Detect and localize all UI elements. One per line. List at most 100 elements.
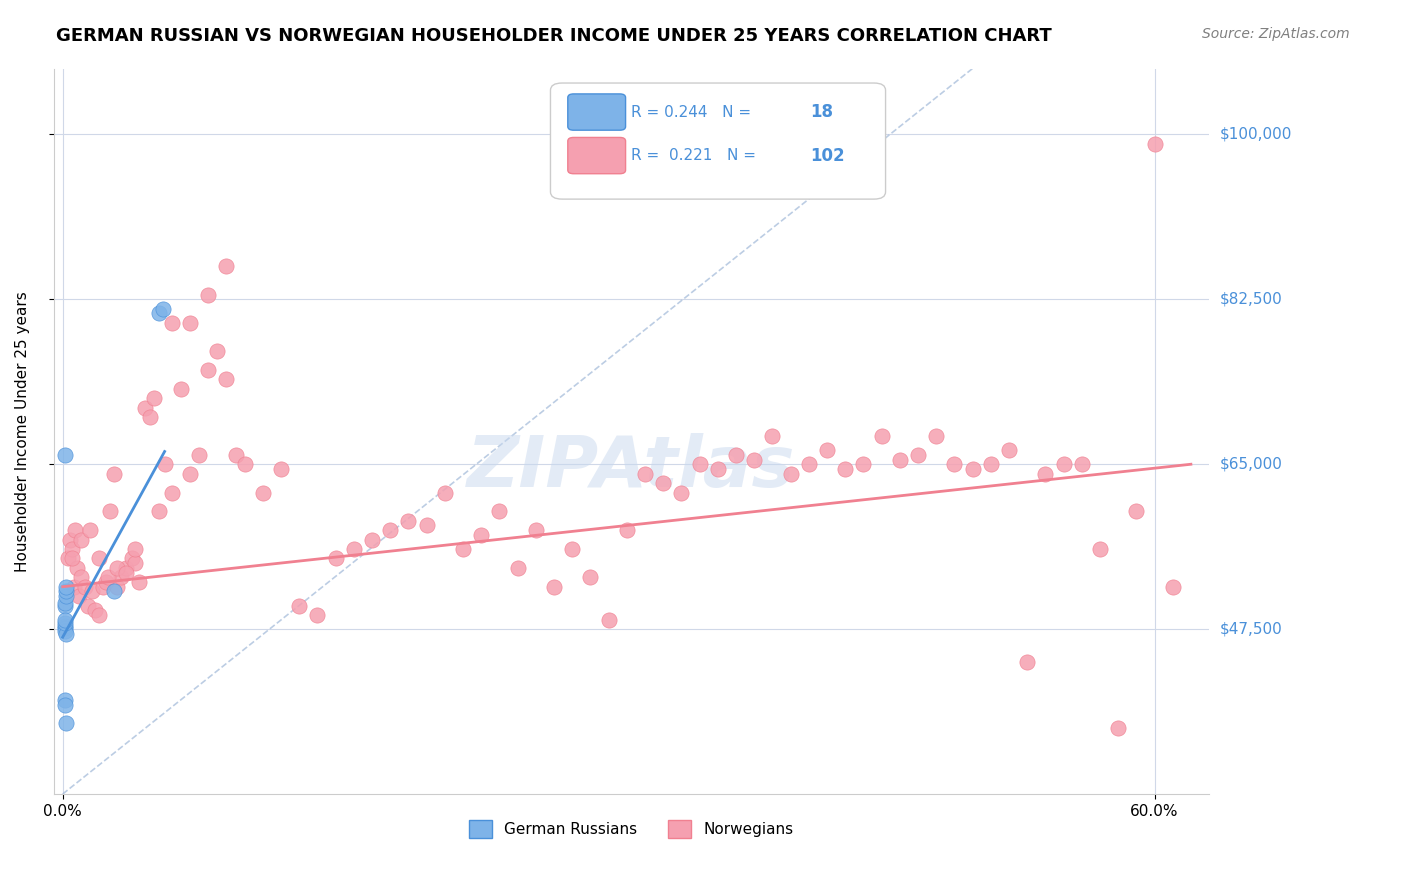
Point	[124, 542, 146, 557]
Text: GERMAN RUSSIAN VS NORWEGIAN HOUSEHOLDER INCOME UNDER 25 YEARS CORRELATION CHART: GERMAN RUSSIAN VS NORWEGIAN HOUSEHOLDER …	[56, 27, 1052, 45]
Point	[70, 570, 93, 584]
Point	[1052, 457, 1074, 471]
Point	[139, 410, 162, 425]
FancyBboxPatch shape	[551, 83, 886, 199]
Point	[56, 551, 79, 566]
Point	[80, 584, 103, 599]
Point	[252, 485, 274, 500]
Point	[470, 528, 492, 542]
Point	[53, 615, 76, 630]
Point	[142, 392, 165, 406]
Point	[59, 533, 82, 547]
Point	[121, 551, 143, 566]
Point	[215, 372, 238, 386]
Point	[179, 467, 201, 481]
Point	[66, 561, 89, 575]
Point	[1143, 136, 1166, 151]
Point	[103, 467, 125, 481]
Point	[488, 504, 510, 518]
FancyBboxPatch shape	[568, 94, 626, 130]
Point	[671, 485, 693, 500]
Point	[103, 584, 125, 599]
Point	[1088, 542, 1111, 557]
Point	[870, 429, 893, 443]
Y-axis label: Householder Income Under 25 years: Householder Income Under 25 years	[15, 291, 30, 572]
Point	[598, 613, 620, 627]
Point	[67, 589, 90, 603]
Point	[451, 542, 474, 557]
Text: ZIPAtlas: ZIPAtlas	[467, 433, 796, 502]
Point	[152, 301, 174, 316]
Point	[815, 443, 838, 458]
Point	[852, 457, 875, 471]
Point	[506, 561, 529, 575]
Point	[1107, 721, 1129, 735]
Point	[197, 287, 219, 301]
Text: R =  0.221   N =: R = 0.221 N =	[631, 148, 761, 163]
Point	[77, 599, 100, 613]
Point	[55, 589, 77, 603]
Point	[761, 429, 783, 443]
Point	[98, 504, 121, 518]
Point	[215, 260, 238, 274]
Text: $82,500: $82,500	[1220, 292, 1282, 307]
Point	[128, 574, 150, 589]
Point	[270, 462, 292, 476]
Point	[134, 401, 156, 415]
Point	[1070, 457, 1092, 471]
Point	[980, 457, 1002, 471]
Point	[724, 448, 747, 462]
Point	[87, 607, 110, 622]
Point	[307, 607, 329, 622]
Point	[925, 429, 948, 443]
Point	[707, 462, 730, 476]
Point	[55, 580, 77, 594]
Point	[689, 457, 711, 471]
Point	[105, 580, 128, 594]
Point	[53, 698, 76, 712]
Point	[60, 551, 83, 566]
Point	[53, 619, 76, 633]
Point	[60, 542, 83, 557]
Point	[53, 621, 76, 635]
Text: R = 0.244   N =: R = 0.244 N =	[631, 104, 756, 120]
Point	[998, 443, 1021, 458]
Point	[53, 599, 76, 613]
Point	[70, 533, 93, 547]
Point	[170, 382, 193, 396]
Point	[634, 467, 657, 481]
Point	[179, 316, 201, 330]
Point	[524, 523, 547, 537]
Point	[415, 518, 437, 533]
Point	[87, 551, 110, 566]
Point	[97, 570, 120, 584]
Point	[53, 624, 76, 638]
Point	[160, 485, 183, 500]
Point	[188, 448, 211, 462]
Point	[616, 523, 638, 537]
Point	[1161, 580, 1184, 594]
Point	[398, 514, 420, 528]
Point	[84, 603, 107, 617]
Point	[742, 452, 765, 467]
Point	[79, 523, 101, 537]
Point	[433, 485, 456, 500]
Point	[1033, 467, 1056, 481]
Text: $47,500: $47,500	[1220, 622, 1282, 637]
Point	[96, 574, 118, 589]
Point	[73, 580, 96, 594]
Point	[962, 462, 984, 476]
Point	[160, 316, 183, 330]
Text: Source: ZipAtlas.com: Source: ZipAtlas.com	[1202, 27, 1350, 41]
Point	[115, 566, 138, 580]
Point	[148, 504, 170, 518]
Point	[225, 448, 247, 462]
Point	[561, 542, 583, 557]
Point	[105, 561, 128, 575]
Point	[579, 570, 602, 584]
Point	[53, 613, 76, 627]
Point	[652, 476, 675, 491]
Point	[1017, 655, 1039, 669]
Point	[889, 452, 911, 467]
Point	[233, 457, 256, 471]
